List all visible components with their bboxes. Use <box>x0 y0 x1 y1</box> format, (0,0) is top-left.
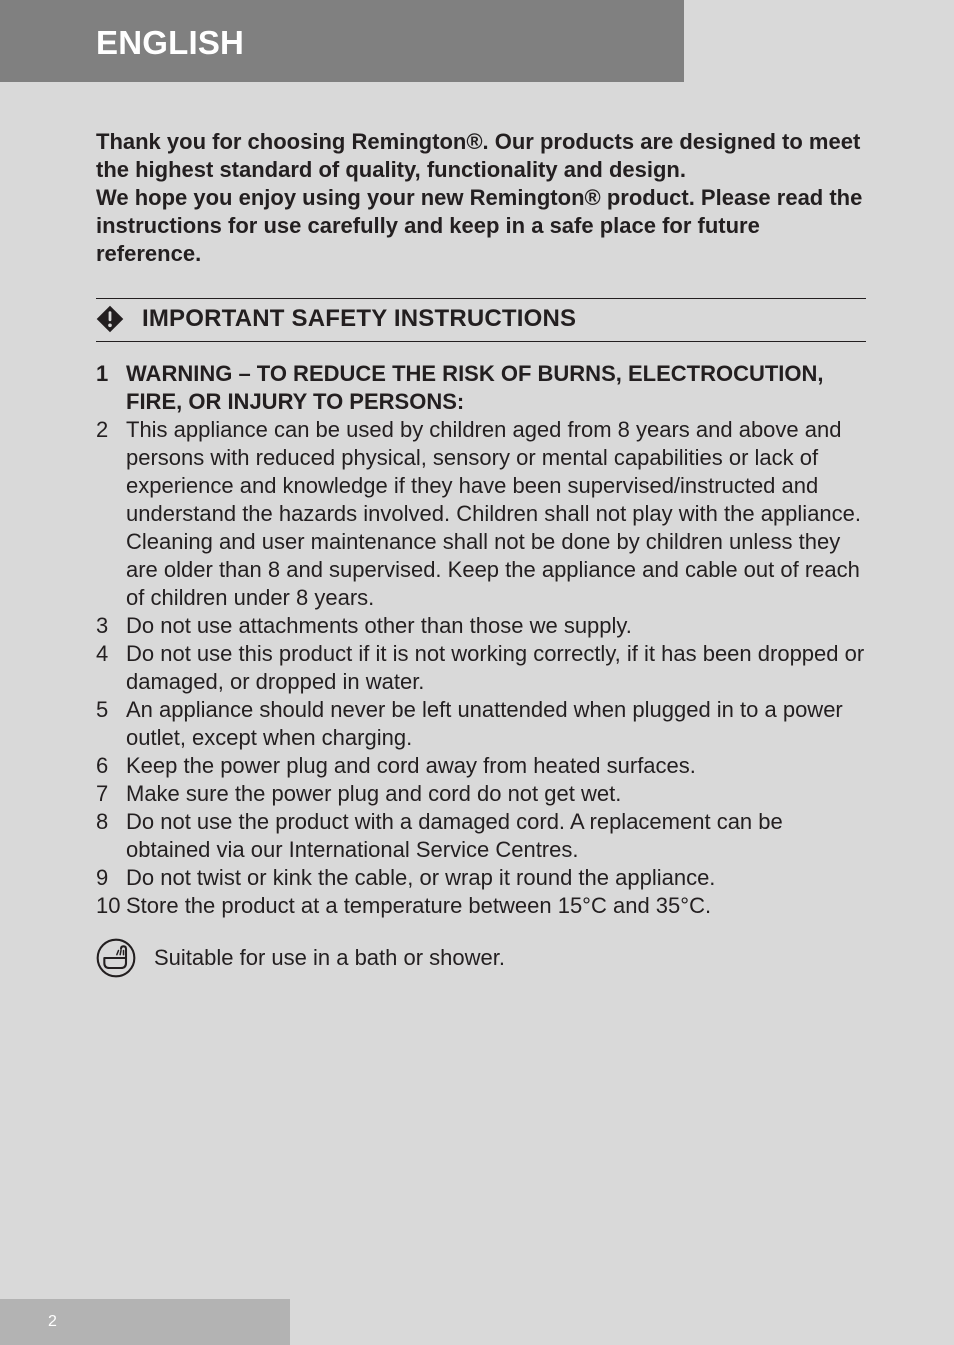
main-content: Thank you for choosing Remington®. Our p… <box>96 128 866 978</box>
safety-item-10: Store the product at a temperature betwe… <box>96 892 866 920</box>
intro-line-1: Thank you for choosing Remington®. Our p… <box>96 129 860 182</box>
page-number: 2 <box>48 1313 57 1331</box>
warning-diamond-icon <box>96 305 124 333</box>
intro-paragraph: Thank you for choosing Remington®. Our p… <box>96 128 866 268</box>
bath-note-text: Suitable for use in a bath or shower. <box>154 944 505 972</box>
safety-item-1: WARNING – TO REDUCE THE RISK OF BURNS, E… <box>96 360 866 416</box>
safety-item-4: Do not use this product if it is not wor… <box>96 640 866 696</box>
safety-item-7: Make sure the power plug and cord do not… <box>96 780 866 808</box>
safety-heading-row: IMPORTANT SAFETY INSTRUCTIONS <box>96 298 866 342</box>
safety-item-2: This appliance can be used by children a… <box>96 416 866 612</box>
safety-item-5: An appliance should never be left unatte… <box>96 696 866 752</box>
bath-suitable-icon <box>96 938 136 978</box>
safety-item-9: Do not twist or kink the cable, or wrap … <box>96 864 866 892</box>
footer-bar: 2 <box>0 1299 290 1345</box>
safety-item-6: Keep the power plug and cord away from h… <box>96 752 866 780</box>
safety-item-8: Do not use the product with a damaged co… <box>96 808 866 864</box>
intro-line-2: We hope you enjoy using your new Remingt… <box>96 185 862 266</box>
page-title: ENGLISH <box>96 20 244 62</box>
safety-heading: IMPORTANT SAFETY INSTRUCTIONS <box>142 305 576 333</box>
bath-note-row: Suitable for use in a bath or shower. <box>96 938 866 978</box>
header-bar: ENGLISH <box>0 0 684 82</box>
safety-list: WARNING – TO REDUCE THE RISK OF BURNS, E… <box>96 360 866 920</box>
document-page: ENGLISH Thank you for choosing Remington… <box>0 0 954 1345</box>
safety-item-3: Do not use attachments other than those … <box>96 612 866 640</box>
